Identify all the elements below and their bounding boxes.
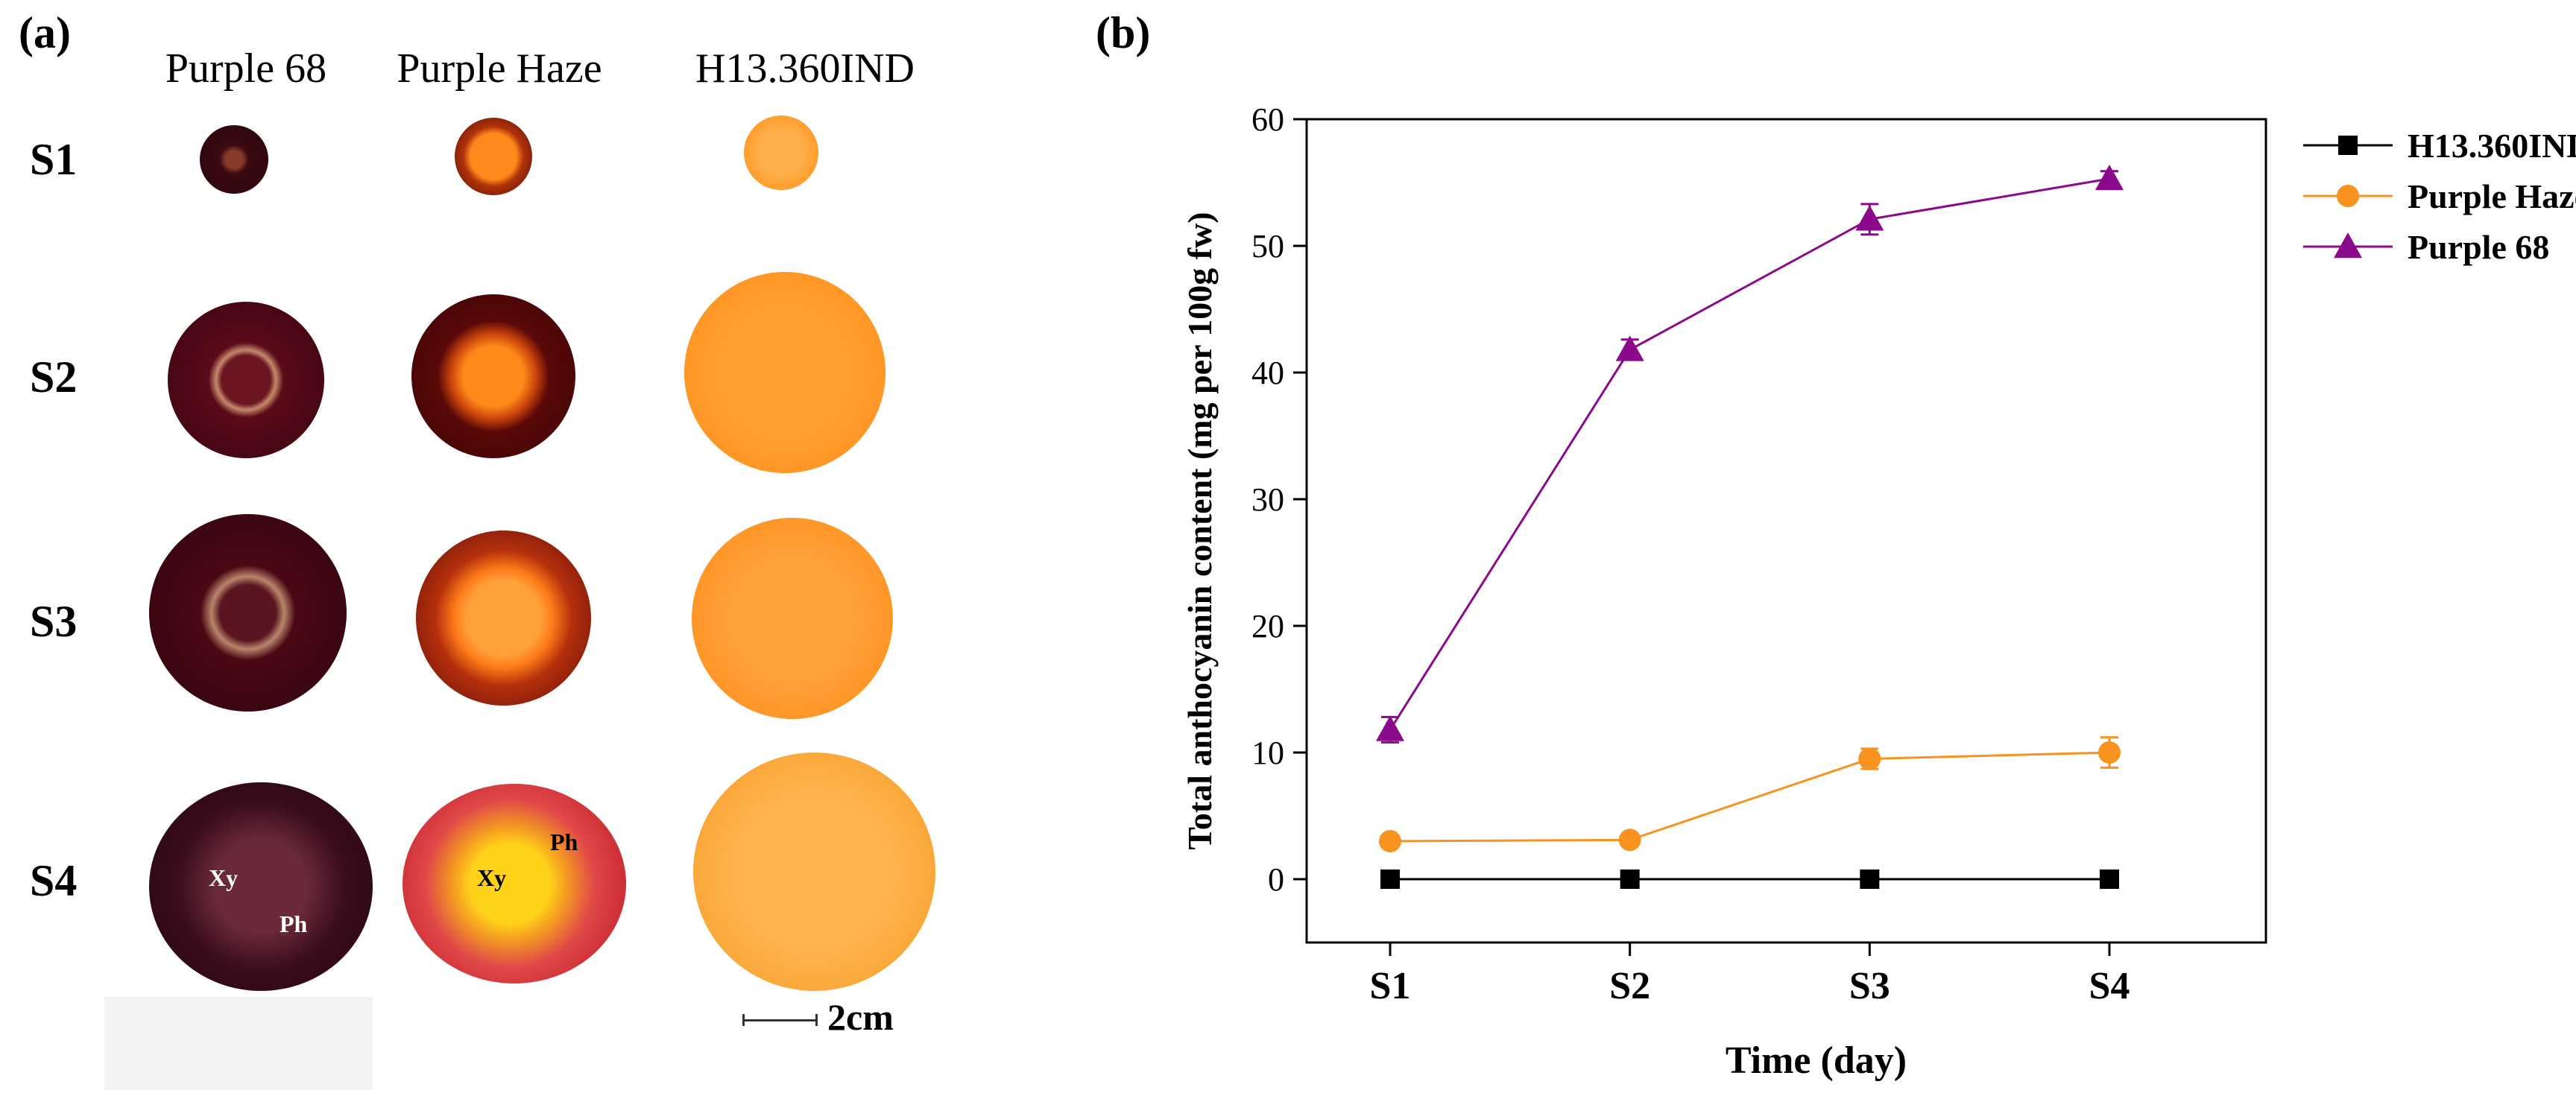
legend-marker: [2337, 185, 2359, 207]
row-label-s3: S3: [30, 597, 78, 646]
data-point: [1858, 747, 1881, 770]
series-purple-68: [1376, 164, 2124, 744]
slice-s1-purple68: [200, 125, 268, 194]
series-line: [1389, 751, 2110, 843]
data-point: [2098, 741, 2121, 764]
y-tick-label: 50: [1251, 228, 1284, 265]
legend-marker: [2334, 232, 2362, 259]
column-header-h13: H13.360IND: [695, 45, 915, 92]
scale-bar-right-tick: [815, 1014, 818, 1026]
row-label-s1: S1: [30, 135, 78, 184]
y-tick-label: 20: [1251, 608, 1284, 644]
y-tick-label: 60: [1251, 101, 1284, 138]
data-point: [1615, 335, 1644, 361]
slice-s3-purple-haze: [416, 530, 591, 706]
legend-entry: Purple 68: [2303, 228, 2549, 266]
panel-b-label: (b): [1096, 8, 1151, 57]
slice-s1-purple-haze: [455, 118, 532, 195]
y-tick-label: 10: [1251, 735, 1284, 771]
y-tick-label: 0: [1268, 861, 1284, 898]
legend-entry: H13.360IND: [2303, 127, 2576, 165]
legend-entry: Purple Haze: [2303, 177, 2576, 215]
legend-marker: [2338, 136, 2358, 155]
legend-label: Purple 68: [2408, 228, 2549, 266]
row-label-s2: S2: [30, 352, 78, 402]
data-point: [1379, 830, 1401, 852]
scale-bar: [744, 1019, 817, 1021]
plot-frame: [1305, 118, 2267, 944]
tissue-label-phloem-purple68: Ph: [280, 910, 308, 937]
slice-s3-h13: [692, 518, 893, 719]
data-point: [1860, 869, 1880, 889]
slice-s1-h13: [744, 115, 818, 190]
x-tick-label: S2: [1609, 965, 1650, 1007]
data-point: [1618, 829, 1641, 852]
slice-s3-purple68: [149, 514, 347, 712]
y-tick-label: 40: [1251, 355, 1284, 391]
slice-s2-purple-haze: [411, 294, 575, 458]
slice-s4-purple-haze: [402, 784, 626, 983]
tissue-label-phloem-purple-haze: Ph: [550, 829, 578, 855]
panel-a-label: (a): [19, 8, 71, 57]
x-tick-label: S1: [1370, 965, 1411, 1007]
data-point: [1620, 869, 1640, 889]
column-header-purple68: Purple 68: [165, 45, 327, 92]
slice-s2-h13: [684, 272, 886, 473]
tissue-label-xylem-purple68: Xy: [209, 864, 239, 891]
x-tick-label: S4: [2089, 965, 2130, 1007]
photo-panel: (a) Purple 68 Purple Haze H13.360IND S1 …: [0, 0, 969, 1096]
data-point: [1376, 715, 1404, 741]
row-label-s4: S4: [30, 856, 78, 905]
data-point: [1380, 869, 1400, 889]
slice-s4-purple68: [149, 782, 373, 991]
x-axis-label: Time (day): [1726, 1039, 1907, 1082]
y-axis-label: Total anthocyanin content (mg per 100g f…: [1181, 212, 1219, 849]
x-tick-label: S3: [1849, 965, 1890, 1007]
tissue-label-xylem-purple-haze: Xy: [477, 864, 507, 891]
data-point: [2095, 164, 2124, 191]
blank-region: [104, 997, 373, 1090]
column-header-purple-haze: Purple Haze: [397, 45, 602, 92]
slice-s2-purple68: [168, 302, 324, 458]
series-purple-haze: [1379, 736, 2121, 852]
data-point: [1855, 205, 1884, 231]
scale-bar-label: 2cm: [827, 996, 894, 1038]
legend-label: H13.360IND: [2408, 127, 2576, 165]
scale-bar-left-tick: [742, 1014, 745, 1026]
series-h13-360ind: [1380, 869, 2119, 889]
slice-s4-h13: [693, 753, 935, 991]
data-point: [2100, 869, 2119, 889]
y-tick-label: 30: [1251, 481, 1284, 518]
legend-label: Purple Haze: [2408, 177, 2576, 215]
series-line: [1389, 177, 2110, 731]
